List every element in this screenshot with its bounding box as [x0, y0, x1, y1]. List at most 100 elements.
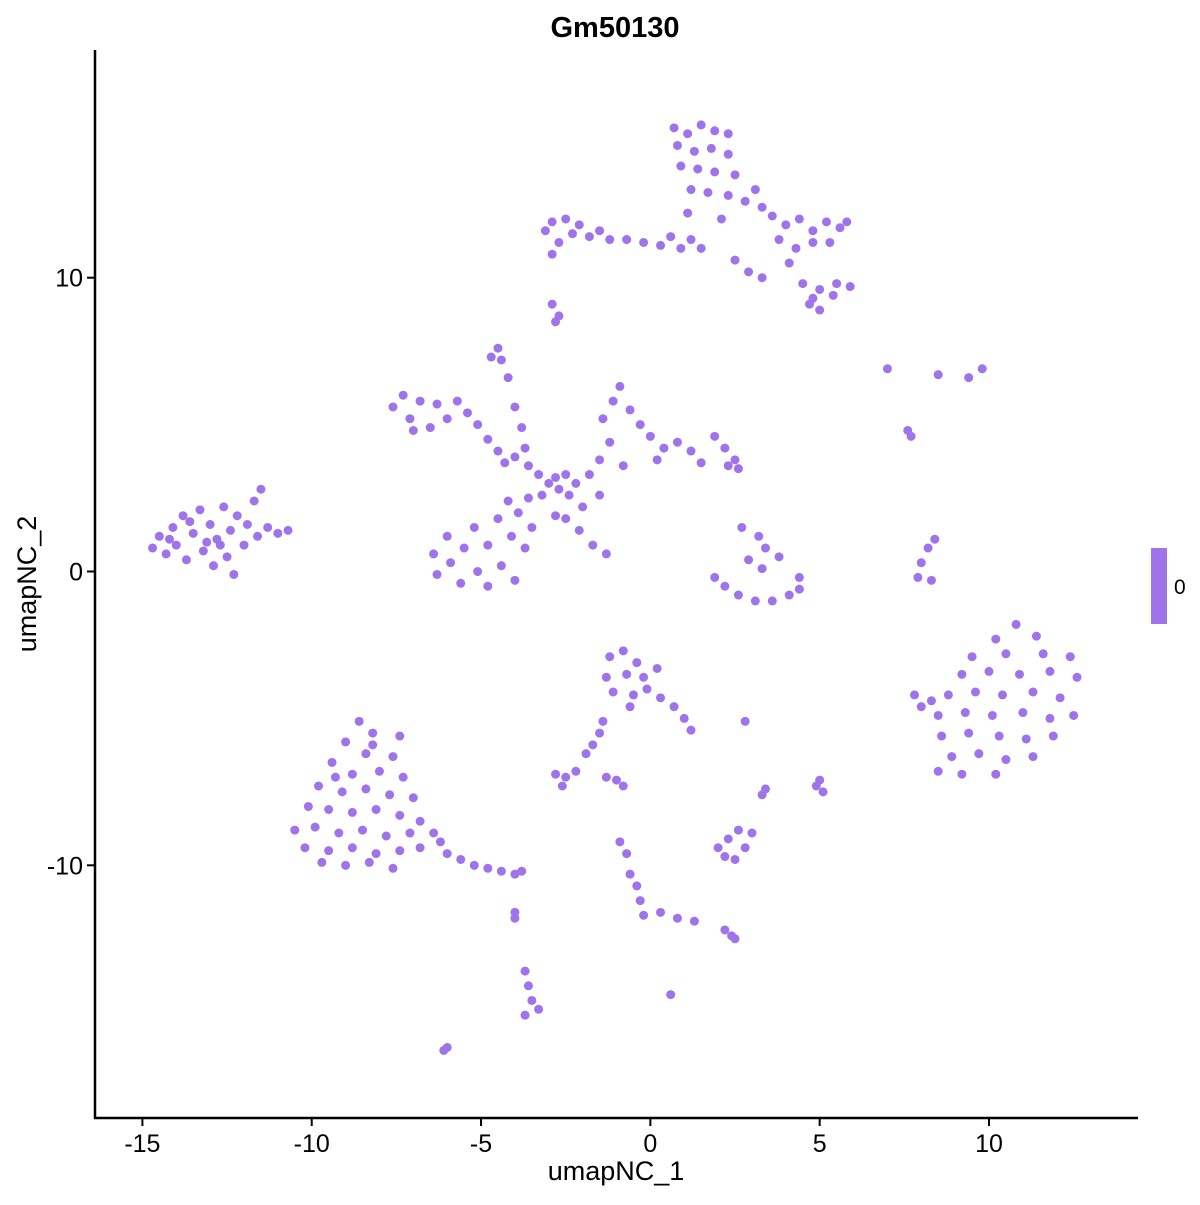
data-point	[757, 564, 767, 574]
data-point	[825, 237, 835, 247]
data-point	[720, 443, 730, 453]
data-point	[733, 590, 743, 600]
data-point	[747, 828, 757, 838]
data-point	[618, 781, 628, 791]
data-point	[584, 470, 594, 480]
data-point	[500, 458, 510, 468]
data-point	[811, 781, 821, 791]
y-tick-label: -10	[47, 852, 83, 880]
data-point	[672, 913, 682, 923]
data-point	[845, 282, 855, 292]
data-point	[767, 596, 777, 606]
data-point	[930, 534, 940, 544]
x-axis-title: umapNC_1	[548, 1156, 685, 1186]
data-point	[1069, 710, 1079, 720]
data-point	[622, 235, 632, 245]
data-point	[1045, 666, 1055, 676]
data-point	[730, 854, 740, 864]
data-point	[595, 490, 605, 500]
data-point	[615, 837, 625, 847]
data-point	[605, 235, 615, 245]
data-point	[784, 258, 794, 268]
data-point	[781, 220, 791, 230]
data-point	[341, 737, 351, 747]
x-tick-label: 0	[643, 1130, 657, 1158]
data-point	[185, 517, 195, 527]
data-point	[181, 555, 191, 565]
data-point	[513, 508, 523, 518]
data-point	[337, 787, 347, 797]
data-point	[933, 370, 943, 380]
data-point	[405, 828, 415, 838]
data-point	[547, 299, 557, 309]
data-point	[686, 725, 696, 735]
data-point	[710, 572, 720, 582]
data-point	[842, 217, 852, 227]
data-point	[720, 925, 730, 935]
data-point	[1028, 752, 1038, 762]
data-point	[574, 220, 584, 230]
x-tick-label: -5	[470, 1130, 492, 1158]
data-point	[198, 546, 208, 556]
data-point	[1048, 731, 1058, 741]
data-point	[561, 470, 571, 480]
data-point	[347, 843, 357, 853]
data-point	[148, 543, 158, 553]
data-point	[354, 716, 364, 726]
data-point	[324, 846, 334, 856]
data-point	[1045, 713, 1055, 723]
data-point	[1001, 755, 1011, 765]
data-point	[496, 355, 506, 365]
data-point	[808, 293, 818, 303]
data-point	[659, 443, 669, 453]
data-point	[473, 567, 483, 577]
data-point	[612, 775, 621, 785]
data-point	[452, 396, 462, 406]
data-point	[608, 687, 618, 697]
data-point	[808, 226, 818, 236]
data-point	[977, 364, 987, 374]
data-point	[222, 552, 232, 562]
data-point	[161, 549, 171, 559]
data-point	[557, 781, 567, 791]
data-point	[429, 549, 439, 559]
data-point	[425, 423, 435, 433]
data-point	[330, 772, 340, 782]
data-point	[774, 235, 784, 245]
data-point	[774, 552, 784, 562]
data-point	[757, 202, 767, 212]
data-point	[605, 437, 615, 447]
data-point	[314, 781, 323, 791]
data-point	[683, 129, 693, 139]
data-point	[459, 543, 469, 553]
data-point	[808, 237, 818, 247]
y-axis-title: umapNC_2	[12, 516, 42, 653]
data-point	[957, 769, 967, 779]
x-ticks: -15 -10 -5 0 5 10	[124, 1118, 1003, 1158]
data-point	[960, 708, 970, 718]
data-point	[730, 170, 740, 180]
data-point	[910, 690, 919, 700]
data-point	[517, 423, 527, 433]
data-point	[496, 561, 506, 571]
data-point	[639, 910, 649, 920]
data-point	[263, 522, 273, 532]
data-point	[537, 490, 547, 500]
data-point	[347, 769, 357, 779]
data-point	[290, 825, 300, 835]
data-point	[625, 702, 635, 712]
data-point	[520, 966, 530, 976]
data-point	[408, 793, 418, 803]
data-point	[964, 373, 974, 383]
data-point	[456, 578, 466, 588]
data-point	[628, 690, 638, 700]
data-point	[523, 981, 533, 991]
data-point	[171, 540, 181, 550]
data-point	[737, 522, 747, 532]
data-point	[300, 843, 310, 853]
data-point	[601, 672, 611, 682]
data-point	[666, 990, 676, 1000]
data-point	[639, 672, 649, 682]
data-point	[168, 522, 178, 532]
data-point	[679, 713, 689, 723]
